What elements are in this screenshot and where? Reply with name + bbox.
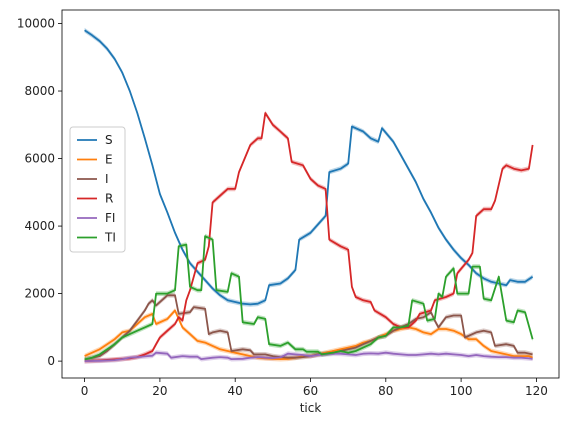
legend-label-fi: FI <box>105 211 115 225</box>
x-tick-label: 60 <box>303 384 318 398</box>
series-line-ti <box>84 235 534 361</box>
legend-label-ti: TI <box>104 231 116 245</box>
band-s <box>84 27 533 307</box>
y-tick-label: 10000 <box>17 17 55 31</box>
series-line-fi <box>84 351 533 362</box>
y-axis-ticks: 0 2000 4000 6000 8000 10000 <box>17 17 62 368</box>
y-tick-label: 2000 <box>24 287 55 301</box>
series-lines <box>84 29 534 362</box>
band-ti <box>84 233 533 362</box>
x-tick-label: 120 <box>525 384 548 398</box>
confidence-bands <box>84 27 533 364</box>
y-tick-label: 0 <box>47 354 55 368</box>
legend-box <box>69 126 126 253</box>
legend-label-e: E <box>105 153 113 167</box>
x-tick-label: 0 <box>81 384 89 398</box>
x-tick-label: 20 <box>152 384 167 398</box>
x-axis-label: tick <box>300 401 322 415</box>
x-tick-label: 100 <box>450 384 473 398</box>
y-tick-label: 6000 <box>24 152 55 166</box>
series-line-r <box>84 112 534 362</box>
x-axis-ticks: 0 20 40 60 80 100 120 <box>81 378 548 398</box>
y-tick-label: 8000 <box>24 84 55 98</box>
y-tick-label: 4000 <box>24 219 55 233</box>
x-tick-label: 40 <box>228 384 243 398</box>
legend-label-s: S <box>105 133 113 147</box>
series-line-s <box>84 29 534 306</box>
x-tick-label: 80 <box>378 384 393 398</box>
legend-label-r: R <box>105 192 113 206</box>
legend-label-i: I <box>105 172 109 186</box>
